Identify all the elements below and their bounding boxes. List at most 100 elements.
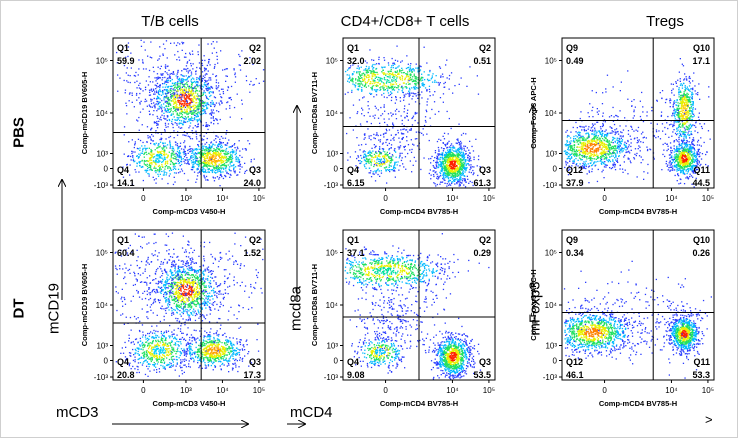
data-point xyxy=(462,165,464,167)
data-point xyxy=(195,133,198,135)
data-point xyxy=(371,89,373,91)
data-point xyxy=(220,168,222,170)
data-point xyxy=(183,112,185,114)
data-point xyxy=(157,117,159,119)
data-point xyxy=(133,74,135,77)
data-point xyxy=(228,156,231,159)
data-point xyxy=(184,79,186,81)
data-point xyxy=(183,68,185,70)
data-point xyxy=(183,148,185,151)
data-point xyxy=(197,151,199,154)
data-point xyxy=(182,111,184,113)
data-point xyxy=(462,153,464,155)
data-point xyxy=(366,82,368,84)
data-point xyxy=(206,153,209,155)
data-point xyxy=(157,175,160,177)
data-point xyxy=(239,160,241,163)
data-point xyxy=(224,167,227,169)
data-point xyxy=(190,75,192,77)
data-point xyxy=(619,135,621,137)
data-point xyxy=(398,110,400,113)
data-point xyxy=(140,39,142,41)
data-point xyxy=(204,76,206,79)
data-point xyxy=(190,73,193,75)
data-point xyxy=(215,171,217,174)
data-point xyxy=(469,155,471,158)
data-point xyxy=(202,86,205,88)
data-point xyxy=(183,141,185,144)
data-point xyxy=(451,181,453,183)
data-point xyxy=(451,169,454,171)
data-point xyxy=(427,74,429,76)
data-point xyxy=(379,87,381,89)
data-point xyxy=(175,152,177,155)
data-point xyxy=(205,80,207,82)
data-point xyxy=(239,165,241,167)
data-point xyxy=(361,83,363,85)
data-point xyxy=(194,80,196,83)
data-point xyxy=(135,171,137,173)
data-point xyxy=(600,140,602,142)
data-point xyxy=(351,89,353,92)
data-point xyxy=(438,149,440,151)
data-point xyxy=(217,146,219,148)
data-point xyxy=(244,170,246,173)
data-point xyxy=(458,185,460,187)
data-point xyxy=(217,160,219,162)
data-point xyxy=(145,171,147,173)
data-point xyxy=(131,150,133,152)
data-point xyxy=(184,111,186,113)
data-point xyxy=(146,141,148,143)
data-point xyxy=(468,182,470,184)
data-point xyxy=(406,55,408,57)
data-point xyxy=(262,80,265,82)
data-point xyxy=(189,104,191,106)
data-point xyxy=(362,72,364,75)
data-point xyxy=(206,125,209,127)
data-point xyxy=(229,169,231,172)
data-point xyxy=(374,180,377,182)
data-point xyxy=(390,84,392,86)
data-point xyxy=(581,156,584,158)
data-point xyxy=(401,152,403,154)
data-point xyxy=(421,97,423,99)
data-point xyxy=(144,49,146,51)
data-point xyxy=(417,87,419,89)
data-point xyxy=(440,75,442,77)
data-point xyxy=(201,138,203,140)
data-point xyxy=(377,109,379,111)
data-point xyxy=(393,78,395,80)
data-point xyxy=(174,86,176,88)
data-point xyxy=(129,164,131,166)
data-point xyxy=(438,150,440,152)
data-point xyxy=(394,134,397,136)
data-point xyxy=(185,65,188,67)
data-point xyxy=(469,140,471,142)
data-point xyxy=(624,141,626,143)
data-point xyxy=(429,91,431,93)
data-point xyxy=(211,91,213,93)
data-point xyxy=(152,135,154,137)
data-point xyxy=(365,65,368,68)
data-point xyxy=(197,111,199,113)
data-point xyxy=(204,161,206,164)
data-point xyxy=(177,97,179,99)
data-point xyxy=(206,179,209,181)
data-point xyxy=(430,157,432,160)
data-point xyxy=(134,151,136,153)
data-point xyxy=(428,158,430,160)
data-point xyxy=(193,114,196,116)
data-point xyxy=(377,82,379,84)
data-point xyxy=(451,162,453,164)
data-point xyxy=(398,157,400,159)
data-point xyxy=(169,91,171,93)
data-point xyxy=(175,87,178,89)
data-point xyxy=(371,152,373,154)
data-point xyxy=(387,62,390,64)
data-point xyxy=(181,86,183,88)
data-point xyxy=(144,98,147,100)
data-point xyxy=(176,106,178,108)
data-point xyxy=(173,94,175,96)
data-point xyxy=(155,88,157,90)
